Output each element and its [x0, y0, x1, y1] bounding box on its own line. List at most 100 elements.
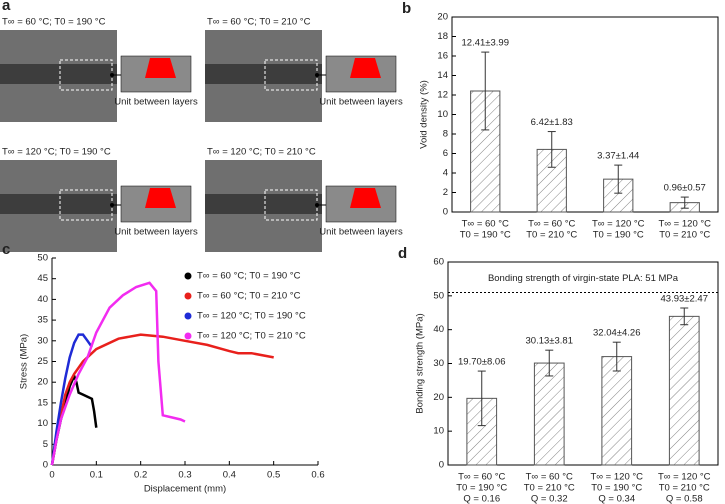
void-highlight	[350, 58, 381, 78]
panel-label: b	[402, 0, 411, 17]
y-tick-label: 50	[37, 253, 48, 264]
micrograph-band	[0, 194, 117, 214]
series-line	[50, 333, 274, 466]
y-axis-label: Stress (MPa)	[19, 334, 30, 389]
value-label: 12.41±3.99	[462, 38, 509, 49]
y-tick-label: 30	[433, 358, 444, 369]
bar	[668, 315, 700, 466]
x-tick-label: 0.4	[223, 470, 236, 481]
value-label: 30.13±3.81	[526, 336, 573, 347]
y-tick-label: 12	[437, 90, 448, 101]
legend-marker	[184, 312, 192, 320]
panel-label: a	[2, 0, 11, 14]
panel-label: c	[2, 241, 10, 258]
image-caption: Unit between layers	[319, 227, 403, 238]
legend-marker	[184, 292, 192, 300]
x-tick-label: T0 = 210 °C	[524, 483, 575, 494]
y-tick-label: 20	[37, 377, 48, 388]
legend-label: T∞ = 120 °C; T0 = 210 °C	[197, 331, 306, 342]
panel-label: d	[398, 245, 407, 262]
x-tick-label: 0	[49, 470, 54, 481]
x-tick-label: T0 = 190 °C	[593, 230, 644, 241]
legend-label: T∞ = 60 °C; T0 = 210 °C	[197, 291, 301, 302]
void-highlight	[350, 188, 381, 208]
y-tick-label: 25	[37, 356, 48, 367]
y-tick-label: 10	[37, 418, 48, 429]
y-tick-label: 0	[43, 460, 48, 471]
x-tick-label: 0.1	[90, 470, 103, 481]
y-tick-label: 6	[443, 148, 448, 159]
x-tick-label: 0.5	[267, 470, 280, 481]
series-line	[50, 281, 186, 466]
y-tick-label: 50	[433, 290, 444, 301]
x-tick-label: 0.3	[178, 470, 191, 481]
y-tick-label: 4	[443, 168, 448, 179]
x-tick-label: T∞ = 60 °C	[458, 472, 505, 483]
x-tick-label: T∞ = 120 °C	[658, 219, 711, 230]
value-label: 0.96±0.57	[664, 183, 706, 194]
image-caption: Unit between layers	[114, 227, 198, 238]
x-tick-label: T0 = 210 °C	[526, 230, 577, 241]
legend-label: T∞ = 120 °C; T0 = 190 °C	[197, 311, 306, 322]
y-tick-label: 15	[37, 397, 48, 408]
y-tick-label: 60	[433, 257, 444, 268]
bar	[533, 362, 565, 466]
y-tick-label: 45	[37, 273, 48, 284]
x-tick-label: T0 = 190 °C	[591, 483, 642, 494]
y-axis-label: Bonding strength (MPa)	[415, 313, 426, 413]
void-highlight	[145, 58, 176, 78]
y-tick-label: 0	[439, 460, 444, 471]
image-title: T∞ = 120 °C; T0 = 210 °C	[207, 147, 316, 158]
image-title: T∞ = 120 °C; T0 = 190 °C	[2, 147, 111, 158]
y-tick-label: 20	[433, 392, 444, 403]
legend-label: T∞ = 60 °C; T0 = 190 °C	[197, 271, 301, 282]
x-tick-label: T0 = 190 °C	[460, 230, 511, 241]
x-tick-label: Q = 0.34	[598, 494, 635, 504]
micrograph-band	[205, 194, 322, 214]
value-label: 43.93±2.47	[661, 294, 708, 305]
connector-dot	[110, 203, 114, 207]
image-caption: Unit between layers	[319, 97, 403, 108]
y-tick-label: 20	[437, 12, 448, 23]
x-tick-label: T∞ = 60 °C	[526, 472, 573, 483]
image-caption: Unit between layers	[114, 97, 198, 108]
connector-dot	[315, 203, 319, 207]
value-label: 19.70±8.06	[458, 357, 505, 368]
x-tick-label: Q = 0.32	[531, 494, 568, 504]
y-tick-label: 16	[437, 51, 448, 62]
x-tick-label: 0.2	[134, 470, 147, 481]
x-tick-label: T0 = 190 °C	[456, 483, 507, 494]
y-tick-label: 8	[443, 129, 448, 140]
x-tick-label: Q = 0.58	[666, 494, 703, 504]
value-label: 3.37±1.44	[597, 151, 639, 162]
x-tick-label: T∞ = 120 °C	[590, 472, 643, 483]
y-tick-label: 30	[37, 335, 48, 346]
x-tick-label: T∞ = 60 °C	[462, 219, 509, 230]
y-axis-label: Void density (%)	[419, 80, 430, 149]
series-line	[50, 333, 93, 466]
x-tick-label: T∞ = 60 °C	[528, 219, 575, 230]
value-label: 32.04±4.26	[593, 328, 640, 339]
y-tick-label: 5	[43, 439, 48, 450]
legend-marker	[184, 272, 192, 280]
x-tick-label: T0 = 210 °C	[659, 483, 710, 494]
y-tick-label: 2	[443, 187, 448, 198]
void-highlight	[145, 188, 176, 208]
x-tick-label: Q = 0.16	[463, 494, 500, 504]
y-tick-label: 40	[433, 324, 444, 335]
y-tick-label: 35	[37, 315, 48, 326]
y-tick-label: 10	[437, 109, 448, 120]
micrograph-band	[0, 64, 117, 84]
image-title: T∞ = 60 °C; T0 = 190 °C	[2, 17, 106, 28]
y-tick-label: 0	[443, 207, 448, 218]
x-tick-label: T∞ = 120 °C	[592, 219, 645, 230]
value-label: 6.42±1.83	[531, 117, 573, 128]
bar	[601, 356, 633, 466]
x-tick-label: T0 = 210 °C	[659, 230, 710, 241]
y-tick-label: 18	[437, 31, 448, 42]
micrograph-band	[205, 64, 322, 84]
reference-label: Bonding strength of virgin-state PLA: 51…	[488, 273, 679, 284]
y-tick-label: 40	[37, 294, 48, 305]
connector-dot	[110, 73, 114, 77]
connector-dot	[315, 73, 319, 77]
